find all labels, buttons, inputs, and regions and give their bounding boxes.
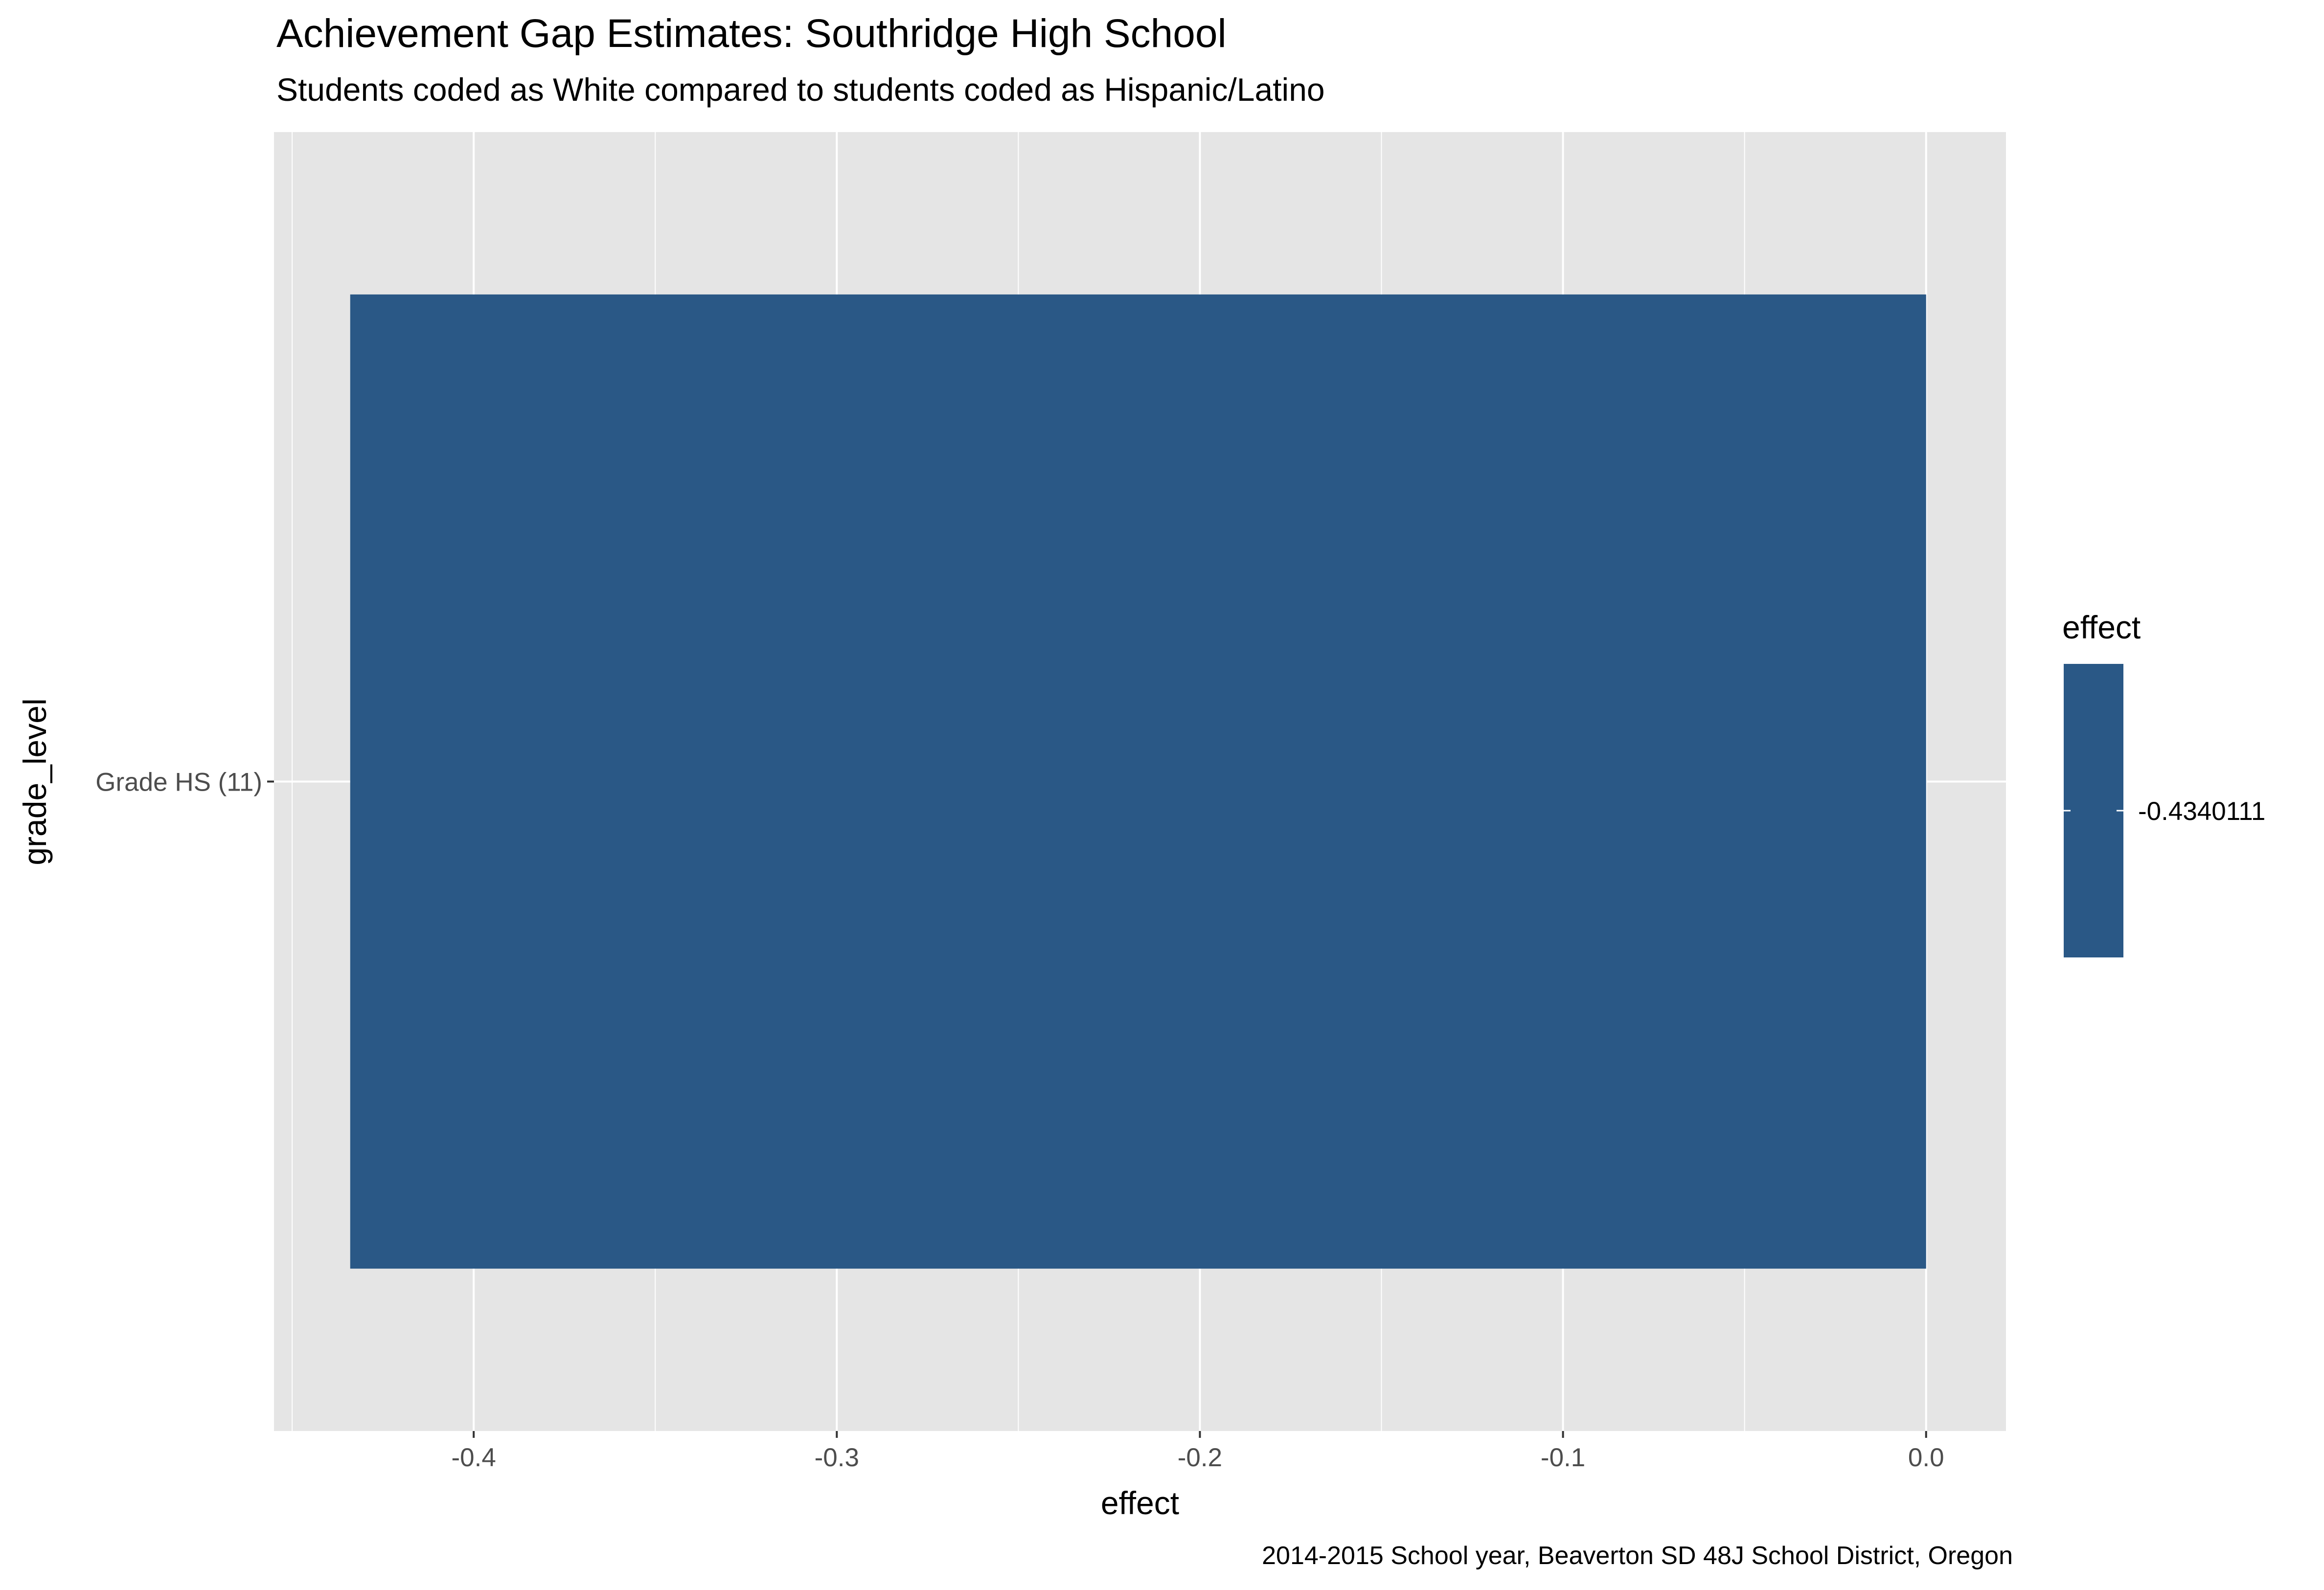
y-axis-ticks: Grade HS (11) — [95, 768, 274, 797]
chart-subtitle: Students coded as White compared to stud… — [276, 71, 1325, 108]
legend: effect -0.4340111 — [2062, 609, 2265, 957]
legend-title: effect — [2062, 609, 2141, 645]
legend-color-bar — [2064, 664, 2123, 957]
x-tick-label: -0.4 — [452, 1443, 496, 1472]
x-axis-title: effect — [1101, 1485, 1179, 1521]
bar — [350, 294, 1926, 1269]
legend-label: -0.4340111 — [2138, 797, 2265, 826]
x-tick-label: -0.2 — [1178, 1443, 1222, 1472]
bars — [350, 294, 1926, 1269]
x-tick-label: -0.1 — [1541, 1443, 1585, 1472]
chart-title: Achievement Gap Estimates: Southridge Hi… — [276, 11, 1227, 56]
y-tick-label: Grade HS (11) — [95, 768, 262, 797]
x-axis-ticks: -0.4 -0.3 -0.2 -0.1 0.0 — [452, 1431, 1944, 1472]
x-tick-label: 0.0 — [1908, 1443, 1944, 1472]
chart-caption: 2014-2015 School year, Beaverton SD 48J … — [1262, 1542, 2013, 1570]
x-tick-label: -0.3 — [815, 1443, 859, 1472]
y-axis-title: grade_level — [17, 698, 53, 865]
